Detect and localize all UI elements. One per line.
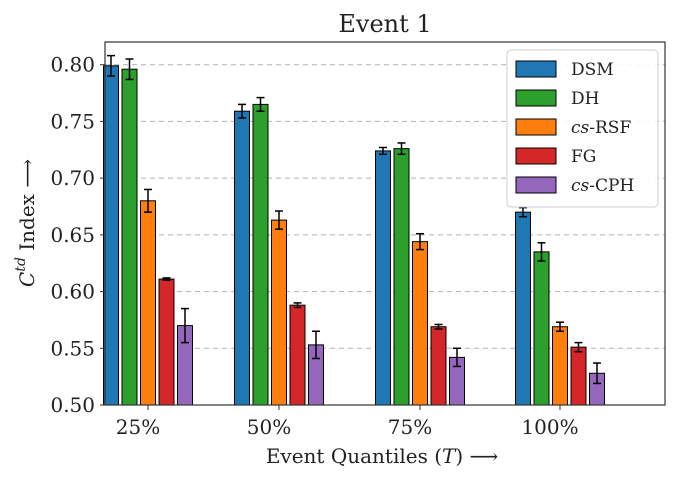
x-tick-label: 50% xyxy=(247,415,291,439)
bar-DSM-100% xyxy=(515,211,531,406)
bar-DSM-50% xyxy=(234,110,250,406)
error-bar-cs-CPH-25% xyxy=(181,307,189,344)
error-bar-DSM-75% xyxy=(379,146,387,156)
legend-swatch-DSM xyxy=(515,60,557,78)
bar-DSM-75% xyxy=(375,150,391,406)
bar-FG-25% xyxy=(158,278,175,406)
y-axis-ticks: 0.50 0.55 0.60 0.65 0.70 0.75 0.80 xyxy=(50,53,105,417)
x-axis-ticks: 25% 50% 75% 100% xyxy=(116,405,579,439)
legend-label-FG: FG xyxy=(571,147,596,167)
error-bar-cs-RSF-50% xyxy=(275,210,283,230)
bar-cs-RSF-100% xyxy=(552,326,568,406)
x-tick-label: 75% xyxy=(388,415,432,439)
legend-swatch-FG xyxy=(515,147,557,165)
legend: DSM DH cs-RSF FG cs-CPH xyxy=(506,49,659,208)
bar-cs-RSF-75% xyxy=(412,241,428,406)
error-bar-FG-50% xyxy=(293,302,302,309)
error-bar-DSM-50% xyxy=(238,103,246,119)
x-tick-label: 25% xyxy=(116,415,160,439)
bar-cs-RSF-25% xyxy=(140,200,156,406)
legend-label-cs-CPH: cs-CPH xyxy=(571,176,634,196)
bar-FG-50% xyxy=(289,304,306,406)
error-bar-DH-25% xyxy=(125,58,134,81)
error-bar-DH-50% xyxy=(256,96,265,112)
legend-box xyxy=(506,49,659,208)
error-bar-cs-CPH-100% xyxy=(593,362,601,385)
bar-DH-50% xyxy=(252,103,269,406)
bar-FG-75% xyxy=(430,326,447,406)
error-bar-DSM-100% xyxy=(519,206,527,218)
legend-label-DSM: DSM xyxy=(571,60,614,80)
y-axis-label: Ctd Index ⟶ xyxy=(13,159,39,287)
bar-DH-25% xyxy=(121,68,138,406)
error-bar-DH-100% xyxy=(537,242,546,262)
bar-cs-RSF-50% xyxy=(271,219,287,406)
chart-title: Event 1 xyxy=(338,10,431,38)
legend-label-DH: DH xyxy=(571,89,599,109)
error-bar-DSM-25% xyxy=(107,54,115,77)
error-bar-cs-RSF-25% xyxy=(144,188,152,213)
legend-swatch-DH xyxy=(515,89,557,107)
y-tick-label: 0.55 xyxy=(50,336,95,360)
error-bar-FG-25% xyxy=(162,277,171,281)
y-tick-label: 0.80 xyxy=(50,53,95,77)
error-bars xyxy=(107,54,601,385)
error-bar-cs-RSF-75% xyxy=(416,232,424,251)
error-bar-FG-100% xyxy=(574,341,583,353)
y-tick-label: 0.75 xyxy=(50,109,95,133)
bar-DSM-25% xyxy=(103,65,119,406)
bar-DH-75% xyxy=(393,148,410,406)
y-tick-label: 0.65 xyxy=(50,223,95,247)
y-tick-label: 0.60 xyxy=(50,280,95,304)
y-tick-label: 0.70 xyxy=(50,166,95,190)
legend-swatch-cs-CPH xyxy=(515,176,557,194)
y-tick-label: 0.50 xyxy=(50,393,95,417)
plot-frame xyxy=(104,41,666,406)
error-bar-cs-CPH-75% xyxy=(453,347,461,368)
bar-DH-100% xyxy=(533,251,550,406)
x-tick-label: 100% xyxy=(521,415,578,439)
error-bar-cs-CPH-50% xyxy=(312,330,320,360)
error-bar-cs-RSF-100% xyxy=(556,321,564,333)
legend-swatch-cs-RSF xyxy=(515,118,557,136)
legend-label-cs-RSF: cs-RSF xyxy=(571,118,631,138)
x-axis-label: Event Quantiles (T) ⟶ xyxy=(266,444,498,468)
error-bar-DH-75% xyxy=(397,142,406,156)
error-bar-FG-75% xyxy=(434,323,443,330)
bar-FG-100% xyxy=(570,346,587,406)
